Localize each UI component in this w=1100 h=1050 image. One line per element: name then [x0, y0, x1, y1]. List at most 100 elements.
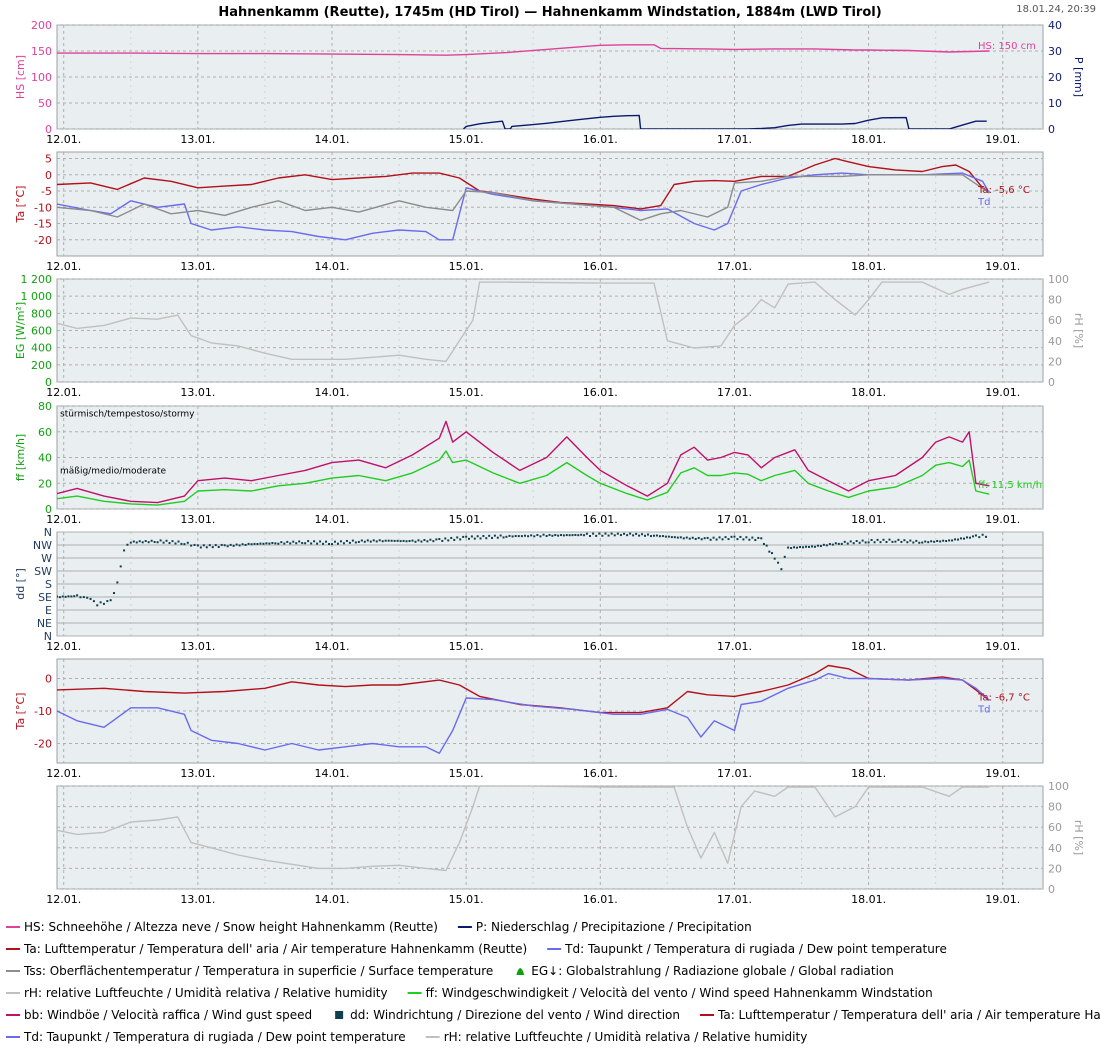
- dd-point: [661, 535, 664, 538]
- panel-background: [56, 151, 1044, 257]
- dd-point: [900, 540, 903, 543]
- dd-point: [870, 539, 873, 542]
- x-tick-label: 14.01.: [315, 260, 350, 273]
- dd-point: [951, 539, 954, 542]
- dd-point: [193, 543, 196, 546]
- dd-point: [831, 543, 834, 546]
- dd-point: [757, 536, 760, 539]
- dd-point: [825, 544, 828, 547]
- dd-point: [465, 535, 468, 538]
- dd-point: [354, 541, 357, 544]
- dd-point: [954, 538, 957, 541]
- dd-point: [420, 540, 423, 543]
- dd-point: [616, 532, 619, 535]
- dd-point: [780, 568, 783, 571]
- dd-point: [505, 535, 508, 538]
- dd-point: [762, 543, 765, 546]
- y-tick-label: 50: [38, 97, 52, 110]
- legend-text: rH: relative Luftfeuchte / Umidità relat…: [24, 986, 388, 1000]
- x-tick-label: 12.01.: [46, 386, 81, 399]
- y-tick-label: SW: [34, 565, 52, 578]
- dd-point: [202, 544, 205, 547]
- x-tick-label: 17.01.: [717, 133, 752, 146]
- x-tick-label: 17.01.: [717, 767, 752, 780]
- dd-point: [393, 539, 396, 542]
- x-tick-label: 15.01.: [449, 893, 484, 906]
- dd-point: [123, 549, 126, 552]
- dd-point: [697, 536, 700, 539]
- y-tick-label: S: [45, 578, 52, 591]
- x-tick-label: 19.01.: [985, 133, 1020, 146]
- dd-point: [580, 533, 583, 536]
- dd-point: [61, 595, 64, 598]
- x-tick-label: 18.01.: [851, 640, 886, 653]
- dd-point: [235, 543, 238, 546]
- dd-point: [536, 534, 539, 537]
- legend-item: bb: Windböe / Velocità raffica / Wind gu…: [6, 1008, 312, 1022]
- legend-text: EG↓: Globalstrahlung / Radiazione global…: [531, 964, 894, 978]
- dd-point: [968, 536, 971, 539]
- x-tick-label: 12.01.: [46, 133, 81, 146]
- y-tick-label: N: [44, 526, 52, 539]
- legend-item: EG↓: Globalstrahlung / Radiazione global…: [516, 964, 894, 978]
- dd-point: [813, 545, 816, 548]
- dd-point: [199, 546, 202, 549]
- dd-point: [721, 538, 724, 541]
- dd-point: [760, 537, 763, 540]
- dd-point: [724, 536, 727, 539]
- dd-point: [520, 535, 523, 538]
- dd-point: [585, 532, 588, 535]
- series-rH-line: [57, 786, 990, 872]
- dd-point: [539, 535, 542, 538]
- dd-point: [523, 534, 526, 537]
- dd-point: [205, 546, 208, 549]
- x-tick-label: 18.01.: [851, 767, 886, 780]
- dd-point: [828, 543, 831, 546]
- dd-point: [307, 540, 310, 543]
- legend-item: Ta: Lufttemperatur / Temperatura dell' a…: [6, 942, 527, 956]
- dd-point: [479, 537, 482, 540]
- series-HS-line: [57, 44, 990, 56]
- dd-point: [119, 565, 122, 568]
- dd-point: [223, 544, 226, 547]
- series-bb-line: [57, 420, 990, 504]
- dd-point: [396, 539, 399, 542]
- dd-point: [73, 595, 76, 598]
- dd-point: [629, 532, 632, 535]
- y-right-tick-label: 10: [1048, 97, 1062, 110]
- dd-point: [670, 536, 673, 539]
- dd-point: [423, 539, 426, 542]
- y-tick-label: 800: [31, 307, 52, 320]
- dd-point: [226, 545, 229, 548]
- dd-point: [613, 534, 616, 537]
- legend-item: Td: Taupunkt / Temperatura di rugiada / …: [6, 1030, 406, 1044]
- dd-point: [462, 535, 465, 538]
- dd-point: [771, 552, 774, 555]
- dd-point: [141, 541, 144, 544]
- x-tick-label: 15.01.: [449, 386, 484, 399]
- y-right-axis-label: rH [%]: [1072, 313, 1085, 348]
- dd-point: [67, 595, 70, 598]
- dd-point: [888, 538, 891, 541]
- y-right-tick-label: 0: [1048, 123, 1055, 136]
- x-tick-label: 14.01.: [315, 133, 350, 146]
- dd-point: [411, 539, 414, 542]
- x-tick-label: 17.01.: [717, 386, 752, 399]
- dd-point: [435, 538, 438, 541]
- dd-point: [592, 532, 595, 535]
- dd-point: [109, 599, 112, 602]
- last-value-label-td: Td: [977, 704, 990, 715]
- dd-point: [557, 534, 560, 537]
- dd-point: [517, 535, 520, 538]
- dd-point: [903, 539, 906, 542]
- dd-point: [933, 540, 936, 543]
- dd-point: [328, 543, 331, 546]
- dd-point: [565, 534, 568, 537]
- dd-point: [331, 543, 334, 546]
- dd-point: [129, 541, 132, 544]
- dd-point: [135, 541, 138, 544]
- dd-point: [924, 540, 927, 543]
- x-tick-label: 12.01.: [46, 640, 81, 653]
- dd-point: [542, 533, 545, 536]
